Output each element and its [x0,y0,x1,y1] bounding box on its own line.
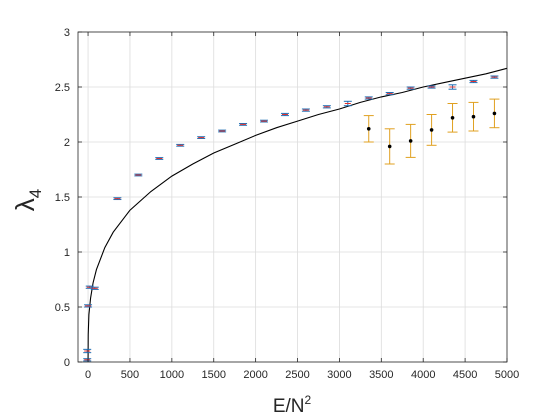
point-marker [387,144,392,149]
x-axis-label-sup: 2 [305,393,312,407]
blue-data-point [322,105,331,109]
point-marker [450,116,455,120]
blue-data-point [406,86,415,90]
black-data-point [405,123,416,158]
blue-data-point [364,96,373,100]
x-tick-label: 2000 [243,369,267,381]
black-data-point [447,103,458,133]
blue-data-point [84,304,93,308]
y-axis-label: λ4 [10,189,45,211]
x-axis-label-base: E/N [273,396,305,417]
series-layer [83,75,500,362]
blue-data-point [83,348,92,354]
x-tick-label: 5000 [495,369,519,381]
blue-data-point [176,143,185,147]
point-marker [492,111,497,116]
x-axis-label: E/N2 [273,393,312,417]
blue-data-point [90,286,99,290]
x-tick-label: 500 [121,369,139,381]
blue-data-point [490,75,499,79]
x-tick-label: 2500 [285,369,309,381]
blue-data-point [469,79,478,84]
x-tick-label: 4000 [411,369,435,381]
y-tick-label: 2.5 [55,82,70,94]
blue-data-point [197,136,206,139]
blue-data-point [385,92,394,96]
y-tick-label: 0.5 [55,302,70,314]
y-tick-label: 1 [64,247,70,259]
blue-data-point [239,123,248,126]
black-data-point [489,98,500,129]
point-marker [408,139,413,143]
y-tick-label: 3 [64,27,70,39]
blue-data-point [448,84,457,90]
x-tick-label: 3500 [369,369,393,381]
black-data-point [384,128,395,165]
point-marker [366,127,371,131]
blue-data-point [83,358,92,362]
blue-data-point [280,112,289,117]
blue-data-point [218,129,227,133]
fit-curve [87,67,508,363]
black-data-point [363,115,374,143]
black-data-point [468,101,479,132]
blue-data-point [155,157,164,160]
x-tick-label: 0 [85,369,91,381]
blue-data-point [113,197,122,201]
x-tick-label: 1000 [160,369,184,381]
x-axis-ticks: 0 500 1000 1500 2000 2500 3000 3500 4000 4500 5000 [85,32,519,381]
x-tick-label: 1500 [201,369,225,381]
y-tick-label: 2 [64,137,70,149]
y-tick-label: 1.5 [55,192,70,204]
point-marker [429,128,434,132]
y-axis-label-sub: 4 [26,189,45,198]
black-data-point [426,114,437,146]
blue-data-point [260,119,269,123]
x-tick-label: 3000 [327,369,351,381]
blue-data-point [301,108,310,112]
y-axis-label-base: λ [10,198,40,211]
x-tick-label: 4500 [453,369,477,381]
fit-curve-layer [87,67,508,363]
blue-data-point [134,173,143,177]
y-tick-label: 0 [64,357,70,369]
blue-data-point [427,85,436,89]
point-marker [471,114,476,119]
blue-data-point [343,100,352,107]
y-axis-ticks: 0 0.5 1 1.5 2 2.5 3 [55,27,507,369]
